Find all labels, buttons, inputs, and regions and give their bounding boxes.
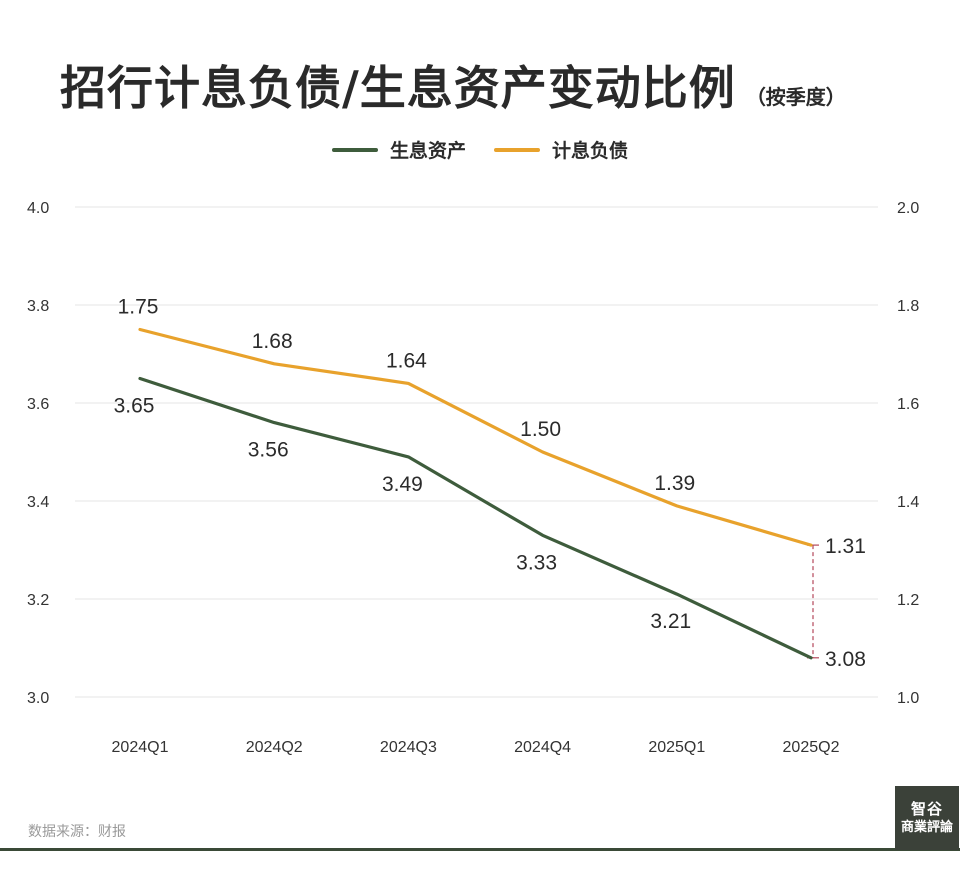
title-main: 招行计息负债/生息资产变动比例 <box>60 61 736 115</box>
data-label-liabilities: 1.68 <box>252 330 293 353</box>
logo-line-1: 智谷 <box>910 800 943 819</box>
data-label-liabilities: 1.64 <box>386 349 427 372</box>
legend-label-assets: 生息资产 <box>389 140 466 162</box>
data-label-assets: 3.56 <box>248 439 289 462</box>
left-axis-tick: 3.2 <box>27 592 49 609</box>
x-axis-tick: 2025Q2 <box>783 739 840 756</box>
x-axis-tick: 2024Q1 <box>112 739 169 756</box>
right-axis-tick: 1.8 <box>897 298 919 315</box>
data-label-liabilities: 1.31 <box>825 535 866 558</box>
left-axis-tick: 3.4 <box>27 494 49 511</box>
data-label-liabilities: 1.75 <box>118 296 159 319</box>
legend-swatch-liabilities <box>494 147 540 152</box>
legend: 生息资产 计息负债 <box>0 136 960 163</box>
data-label-assets: 3.49 <box>382 473 423 496</box>
publisher-logo: 智谷 商業評論 <box>895 786 959 850</box>
left-axis-tick: 3.6 <box>27 396 49 413</box>
x-axis-tick: 2025Q1 <box>648 739 705 756</box>
data-label-assets: 3.21 <box>650 610 691 633</box>
left-axis-tick: 4.0 <box>27 200 49 217</box>
bottom-rule <box>0 848 960 851</box>
right-axis-tick: 2.0 <box>897 200 919 217</box>
title-subtitle: （按季度） <box>745 85 846 109</box>
left-axis-tick: 3.8 <box>27 298 49 315</box>
x-axis-tick: 2024Q3 <box>380 739 437 756</box>
x-axis-tick: 2024Q4 <box>514 739 571 756</box>
left-axis-tick: 3.0 <box>27 690 49 707</box>
data-label-liabilities: 1.39 <box>654 472 695 495</box>
data-label-assets: 3.65 <box>114 395 155 418</box>
right-axis-tick: 1.0 <box>897 690 919 707</box>
right-axis-tick: 1.4 <box>897 494 919 511</box>
series-line-liabilities <box>138 327 813 547</box>
right-axis-tick: 1.2 <box>897 592 919 609</box>
series-line-assets <box>138 376 813 660</box>
data-label-assets: 3.08 <box>825 648 866 671</box>
chart-title: 招行计息负债/生息资产变动比例 （按季度） <box>60 52 846 118</box>
x-axis-tick: 2024Q2 <box>246 739 303 756</box>
data-label-liabilities: 1.50 <box>520 418 561 441</box>
logo-line-2: 商業評論 <box>900 820 953 836</box>
data-source: 数据来源：财报 <box>28 824 126 840</box>
legend-item-assets: 生息资产 <box>331 136 466 163</box>
legend-label-liabilities: 计息负债 <box>552 140 629 162</box>
legend-swatch-assets <box>331 147 378 152</box>
data-label-assets: 3.33 <box>516 551 557 574</box>
right-axis-tick: 1.6 <box>897 396 919 413</box>
legend-item-liabilities: 计息负债 <box>494 136 628 163</box>
